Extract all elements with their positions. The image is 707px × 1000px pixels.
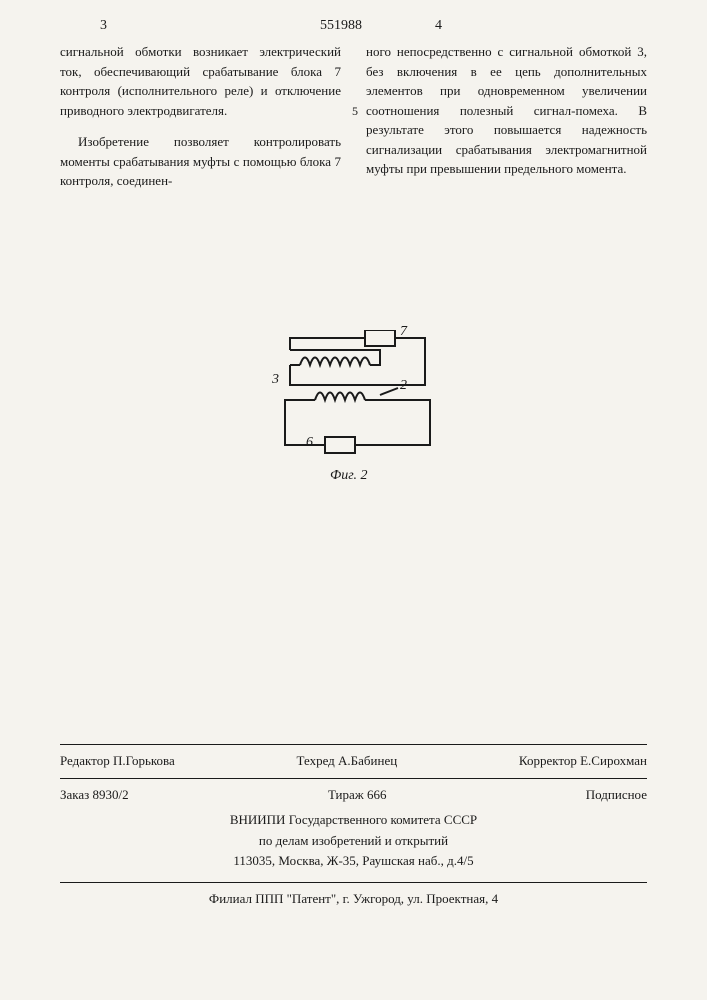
- document-number: 551988: [320, 18, 362, 34]
- figure-label-2: 2: [400, 378, 407, 394]
- footer-org: ВНИИПИ Государственного комитета СССР по…: [60, 810, 647, 872]
- paragraph: сигнальной обмотки возникает элек­тричес…: [60, 42, 341, 120]
- corrector: Корректор Е.Сирохман: [519, 751, 647, 772]
- page-number-right: 4: [435, 18, 442, 34]
- figure-label-7: 7: [400, 324, 407, 340]
- figure-2: 7 3 2 6 Фиг. 2: [250, 330, 460, 500]
- footer-branch: Филиал ППП "Патент", г. Ужгород, ул. Про…: [60, 882, 647, 910]
- order-number: Заказ 8930/2: [60, 785, 129, 806]
- org-address: 113035, Москва, Ж-35, Раушская наб., д.4…: [60, 851, 647, 872]
- figure-label-3: 3: [272, 372, 279, 388]
- figure-caption: Фиг. 2: [330, 468, 368, 484]
- circulation: Тираж 666: [328, 785, 387, 806]
- figure-label-6: 6: [306, 435, 313, 451]
- left-column: сигнальной обмотки возникает элек­тричес…: [60, 42, 341, 203]
- footer-row-order: Заказ 8930/2 Тираж 666 Подписное: [60, 778, 647, 806]
- right-column: ного непосредственно с сигнальной обмотк…: [366, 42, 647, 203]
- footer-row-credits: Редактор П.Горькова Техред А.Бабинец Кор…: [60, 744, 647, 772]
- page-number-left: 3: [100, 18, 107, 34]
- page: 3 551988 4 5 сигнальной обмотки возникае…: [0, 0, 707, 1000]
- footer: Редактор П.Горькова Техред А.Бабинец Кор…: [60, 744, 647, 910]
- text-columns: сигнальной обмотки возникает элек­тричес…: [60, 42, 647, 203]
- tech-editor: Техред А.Бабинец: [297, 751, 398, 772]
- editor: Редактор П.Горькова: [60, 751, 175, 772]
- paragraph: Изобретение позволяет контролиро­вать мо…: [60, 132, 341, 191]
- org-line-1: ВНИИПИ Государственного комитета СССР: [60, 810, 647, 831]
- subscription: Подписное: [586, 785, 647, 806]
- org-line-2: по делам изобретений и открытий: [60, 831, 647, 852]
- paragraph: ного непосредственно с сигнальной обмотк…: [366, 42, 647, 179]
